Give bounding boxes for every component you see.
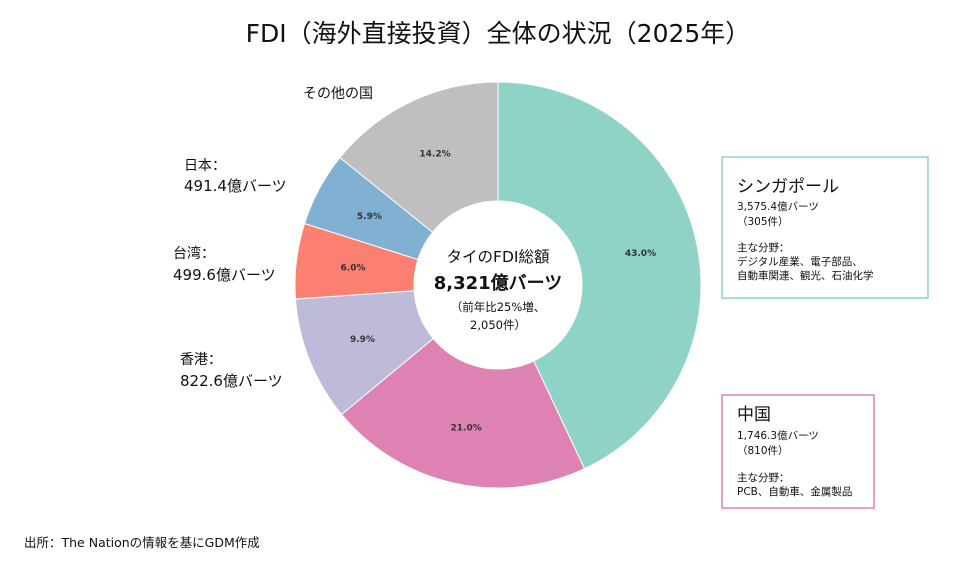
label-taiwan-name: 台湾： (173, 245, 215, 262)
donut-slices (294, 81, 702, 489)
slice-value-label-5: 5.9% (357, 212, 382, 222)
singapore-box-count: （305件） (737, 216, 789, 228)
slice-6 (339, 81, 499, 233)
slice-value-label-4: 6.0% (341, 264, 366, 274)
label-japan-name: 日本： (184, 158, 226, 174)
label-japan-value: 491.4億バーツ (184, 177, 287, 195)
slice-1 (497, 81, 702, 470)
singapore-box-sector-heading: 主な分野： (737, 242, 790, 254)
slice-value-label-1: 43.0% (625, 249, 656, 259)
center-label: タイのFDI総額 (447, 248, 550, 266)
slice-value-label-2: 21.0% (451, 423, 482, 433)
label-other: その他の国 (303, 86, 373, 102)
singapore-box-title: シンガポール (737, 177, 839, 197)
china-box-title: 中国 (737, 405, 771, 425)
chart-title: FDI（海外直接投資）全体の状況（2025年） (246, 19, 751, 48)
singapore-box-border (721, 156, 929, 299)
china-box-count: （810件） (737, 445, 789, 457)
label-hongkong-name: 香港： (180, 352, 222, 368)
center-total: 8,321億バーツ (434, 272, 563, 294)
china-box-amount: 1,746.3億バーツ (737, 429, 819, 442)
singapore-info-box: シンガポール 3,575.4億バーツ （305件） 主な分野： デジタル産業、電… (721, 156, 929, 299)
slice-2 (340, 337, 586, 489)
singapore-box-sectors-1: デジタル産業、電子部品、 (737, 255, 863, 268)
slice-value-label-6: 14.2% (419, 149, 450, 159)
china-box-sector-heading: 主な分野： (737, 472, 790, 484)
center-growth: （前年比25%増、 (451, 300, 546, 314)
china-info-box: 中国 1,746.3億バーツ （810件） 主な分野： PCB、自動車、金属製品 (721, 394, 875, 509)
label-hongkong-value: 822.6億バーツ (180, 372, 283, 390)
source-note: 出所：The Nationの情報を基にGDM作成 (24, 535, 260, 550)
singapore-box-sectors-2: 自動車関連、観光、石油化学 (737, 269, 874, 282)
label-taiwan-value: 499.6億バーツ (173, 266, 276, 284)
center-count: 2,050件） (470, 318, 526, 332)
slice-value-labels: 43.0% 21.0% 9.9% 6.0% 5.9% 14.2% (341, 149, 657, 433)
china-box-border (721, 394, 875, 509)
singapore-box-amount: 3,575.4億バーツ (737, 200, 819, 213)
slice-value-label-3: 9.9% (350, 335, 375, 345)
china-box-sectors-1: PCB、自動車、金属製品 (737, 485, 852, 498)
